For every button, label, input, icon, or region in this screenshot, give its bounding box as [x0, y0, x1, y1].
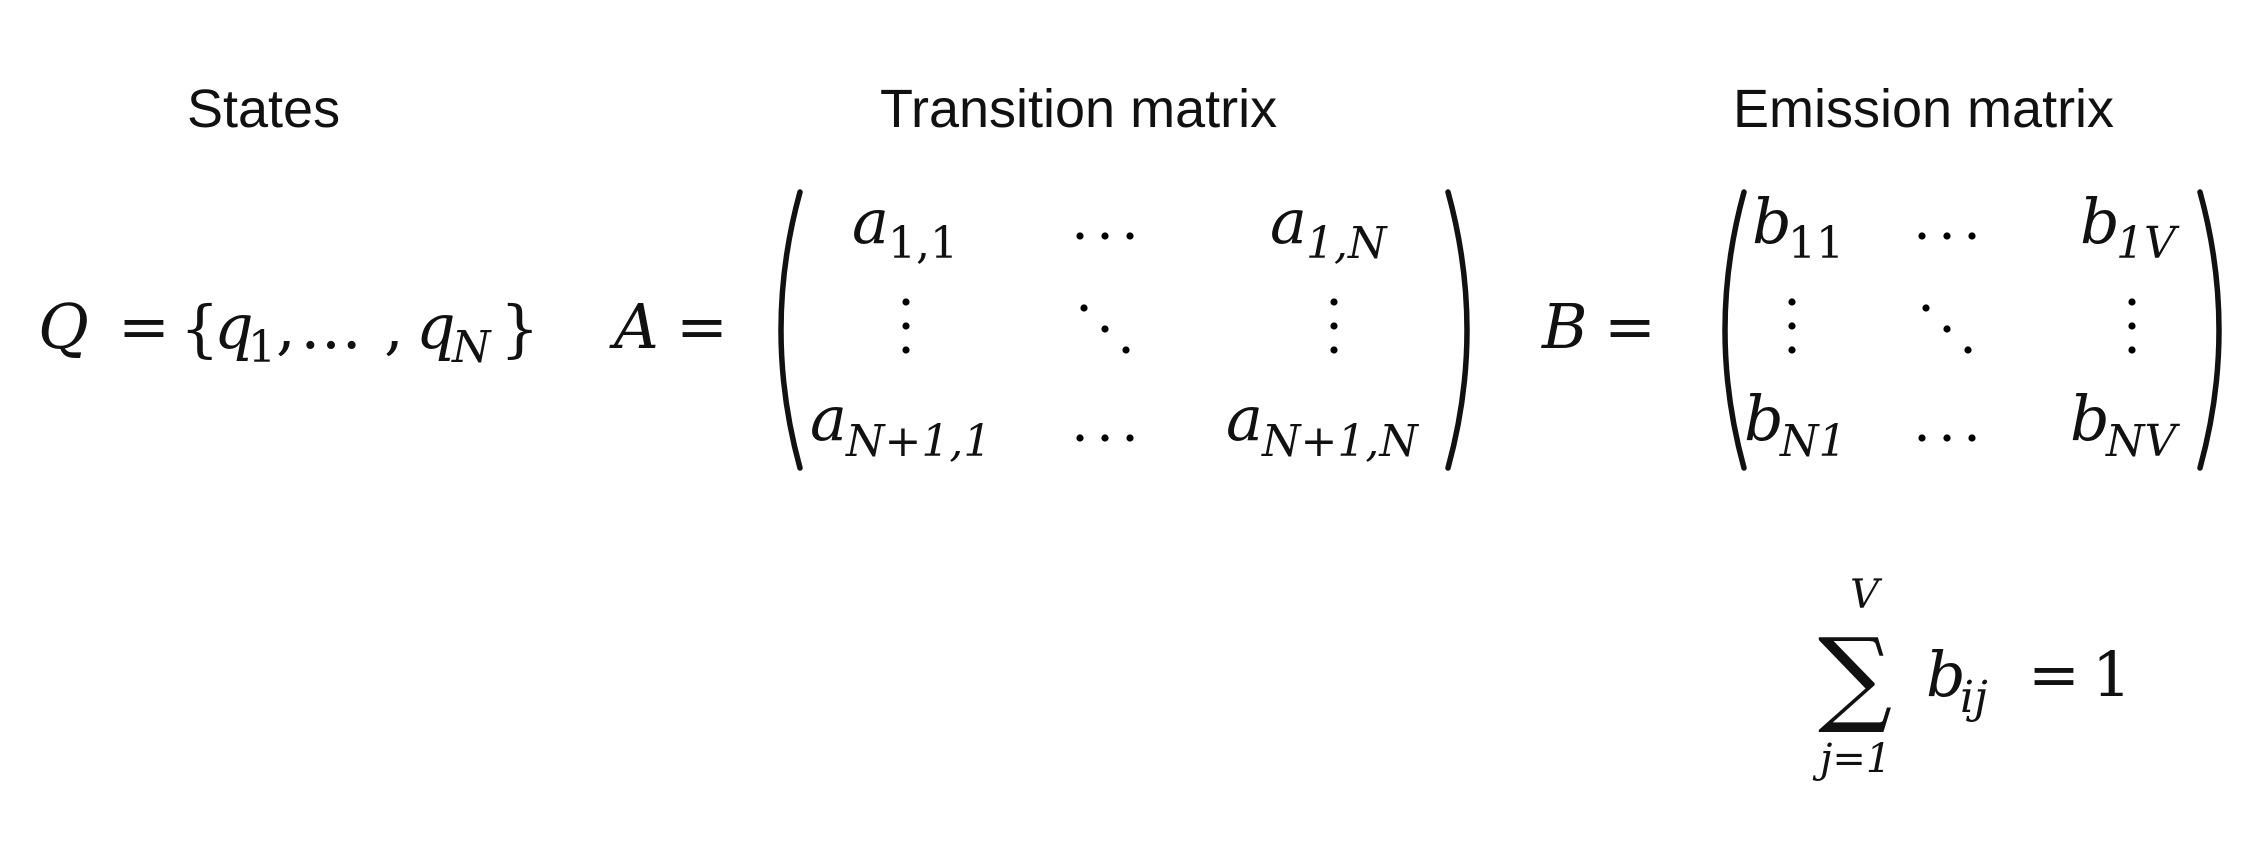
dot: [902, 346, 910, 354]
transition-row1-hdots: [1076, 232, 1134, 240]
dot: [1968, 434, 1976, 442]
sum-upper-limit: V: [1850, 572, 1883, 618]
dot: [902, 298, 910, 306]
emission-bnv-sub: NV: [2105, 416, 2181, 467]
transition-row2-vdots-right: [1330, 298, 1338, 354]
dot: [1076, 434, 1084, 442]
dot: [1330, 322, 1338, 330]
dot: [2128, 322, 2136, 330]
transition-a1n-base: a: [1270, 185, 1307, 258]
transition-left-paren: [778, 189, 803, 471]
states-q1-sub: 1: [248, 322, 276, 373]
sum-term-base: b: [1926, 638, 1966, 711]
transition-row3-hdots: [1076, 434, 1134, 442]
emission-matrix-heading: Emission matrix: [1733, 79, 2115, 139]
sum-term-sub: ij: [1960, 672, 1988, 723]
dot: [1330, 346, 1338, 354]
transition-equation: A = a 1,1 a 1,N a N: [609, 185, 1470, 471]
transition-an1-sub: N+1,1: [845, 416, 991, 467]
sum-rhs: 1: [2092, 638, 2131, 711]
states-comma-1: ,: [276, 290, 296, 363]
states-close-brace: }: [500, 292, 539, 365]
emission-b11-sub: 11: [1788, 218, 1844, 269]
emission-row2-ddots: [1922, 304, 1972, 354]
dot: [1964, 346, 1972, 354]
emission-left-paren: [1722, 189, 1747, 471]
emission-row1-hdots: [1918, 232, 1976, 240]
states-qn-base: q: [416, 290, 456, 363]
transition-a11-sub: 1,1: [888, 218, 958, 269]
dot: [2128, 298, 2136, 306]
transition-ann-base: a: [1226, 382, 1263, 455]
states-lhs: Q: [38, 290, 89, 363]
dot: [1126, 232, 1134, 240]
dot: [1788, 346, 1796, 354]
dot: [1968, 232, 1976, 240]
transition-a11-base: a: [852, 185, 889, 258]
emission-lhs: B: [1541, 290, 1588, 363]
states-open-brace: {: [180, 292, 219, 365]
dot: [1943, 325, 1951, 333]
dot: [1101, 325, 1109, 333]
transition-equals: =: [676, 290, 728, 363]
transition-right-paren: [1445, 189, 1470, 471]
transition-row2-vdots-left: [902, 298, 910, 354]
dot: [902, 322, 910, 330]
transition-row2-ddots: [1080, 304, 1130, 354]
dot: [1330, 298, 1338, 306]
transition-a1n-sub: 1,N: [1306, 218, 1388, 269]
states-comma-2: ,: [384, 290, 404, 363]
states-q1-base: q: [214, 290, 254, 363]
dot: [1101, 232, 1109, 240]
emission-row2-vdots-left: [1788, 298, 1796, 354]
dot: [1126, 434, 1134, 442]
sum-lower-limit: j=1: [1812, 736, 1891, 782]
emission-b1v-sub: 1V: [2116, 218, 2180, 269]
dot: [1122, 346, 1130, 354]
states-equation: Q = { q 1 , … , q N }: [38, 290, 539, 373]
emission-equation: B = b 11 b 1V b N1: [1541, 185, 2222, 471]
sum-equals: =: [2028, 638, 2080, 711]
emission-right-paren: [2197, 189, 2222, 471]
emission-row3-hdots: [1918, 434, 1976, 442]
sum-sigma: ∑: [1818, 615, 1892, 737]
emission-bn1-base: b: [1744, 382, 1784, 455]
dot: [1101, 434, 1109, 442]
transition-ann-sub: N+1,N: [1261, 416, 1419, 467]
emission-b1v-base: b: [2080, 185, 2120, 258]
emission-b11-base: b: [1752, 185, 1792, 258]
sum-equation: V ∑ j=1 b ij = 1: [1812, 572, 2131, 782]
dot: [1080, 304, 1088, 312]
states-heading: States: [187, 79, 341, 139]
states-ellipsis: …: [300, 290, 362, 363]
dot: [2128, 346, 2136, 354]
dot: [1943, 232, 1951, 240]
dot: [1788, 298, 1796, 306]
emission-equals: =: [1604, 290, 1656, 363]
transition-an1-base: a: [810, 382, 847, 455]
dot: [1943, 434, 1951, 442]
transition-lhs: A: [609, 290, 659, 363]
dot: [1918, 434, 1926, 442]
dot: [1788, 322, 1796, 330]
dot: [1076, 232, 1084, 240]
emission-bnv-base: b: [2070, 382, 2110, 455]
dot: [1918, 232, 1926, 240]
emission-row2-vdots-right: [2128, 298, 2136, 354]
emission-bn1-sub: N1: [1779, 416, 1847, 467]
states-qn-sub: N: [451, 322, 492, 373]
dot: [1922, 304, 1930, 312]
states-equals: =: [118, 290, 170, 363]
transition-matrix-heading: Transition matrix: [880, 79, 1278, 139]
